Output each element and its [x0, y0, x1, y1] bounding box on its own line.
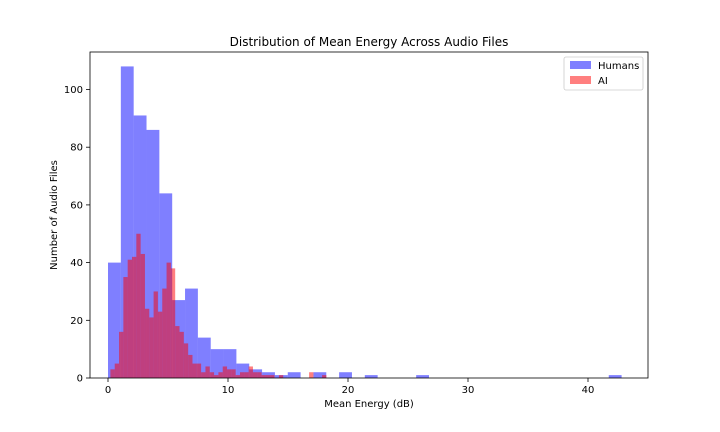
bar-ai-39	[279, 375, 283, 378]
bar-ai-27	[227, 369, 231, 378]
bar-ai-6	[136, 234, 140, 378]
bar-humans-39	[609, 375, 622, 378]
bar-ai-24	[214, 375, 218, 378]
bar-ai-17	[184, 343, 188, 378]
bar-ai-37	[270, 375, 274, 378]
bar-ai-23	[210, 372, 214, 378]
bar-ai-30	[240, 372, 244, 378]
bar-ai-18	[188, 355, 192, 378]
bar-ai-1	[115, 364, 119, 378]
y-tick-label: 0	[77, 374, 83, 385]
y-axis-label: Number of Audio Files	[49, 160, 60, 270]
legend-swatch-humans	[570, 61, 591, 69]
bar-ai-35	[262, 375, 266, 378]
bar-ai-15	[175, 326, 179, 378]
legend-swatch-ai	[570, 76, 591, 84]
bar-ai-49	[322, 375, 326, 378]
bar-ai-11	[158, 312, 162, 378]
bar-humans-20	[365, 375, 378, 378]
bar-ai-20	[197, 364, 201, 378]
bar-ai-26	[223, 366, 227, 378]
bar-ai-31	[244, 372, 248, 378]
bar-ai-16	[180, 332, 184, 378]
bar-ai-13	[167, 263, 171, 378]
bar-ai-5	[132, 257, 136, 378]
bar-humans-24	[416, 375, 429, 378]
x-tick-label: 30	[462, 385, 475, 396]
y-tick-label: 80	[70, 143, 83, 154]
bar-ai-3	[123, 277, 127, 378]
legend: Humans AI	[564, 57, 643, 90]
bar-ai-14	[171, 268, 175, 378]
bar-ai-21	[201, 372, 205, 378]
x-axis-label: Mean Energy (dB)	[324, 399, 414, 410]
bar-ai-25	[218, 372, 222, 378]
bar-ai-12	[162, 289, 166, 378]
x-tick-label: 40	[582, 385, 595, 396]
bar-ai-2	[119, 332, 123, 378]
bar-ai-28	[231, 369, 235, 378]
y-tick-label: 60	[70, 200, 83, 211]
x-tick-label: 20	[342, 385, 355, 396]
bar-humans-14	[288, 372, 301, 378]
y-tick-label: 40	[70, 258, 83, 269]
bar-ai-7	[141, 254, 145, 378]
bar-humans-18	[339, 372, 352, 378]
bar-ai-46	[309, 372, 313, 378]
bar-ai-0	[110, 369, 114, 378]
x-tick-label: 0	[105, 385, 111, 396]
y-tick-label: 20	[70, 316, 83, 327]
legend-label-humans: Humans	[598, 61, 639, 72]
bar-ai-34	[257, 372, 261, 378]
bar-ai-9	[149, 317, 153, 378]
legend-label-ai: AI	[598, 76, 608, 87]
bar-ai-19	[192, 364, 196, 378]
bar-ai-32	[249, 366, 253, 378]
bar-humans-0	[108, 263, 121, 378]
bar-ai-8	[145, 309, 149, 378]
bar-ai-4	[128, 260, 132, 378]
bar-ai-29	[236, 375, 240, 378]
bar-ai-36	[266, 375, 270, 378]
y-tick-label: 100	[64, 85, 83, 96]
bar-ai-10	[154, 291, 158, 378]
chart-title: Distribution of Mean Energy Across Audio…	[230, 35, 509, 49]
bar-ai-22	[205, 366, 209, 378]
bar-ai-33	[253, 372, 257, 378]
x-tick-label: 10	[222, 385, 235, 396]
